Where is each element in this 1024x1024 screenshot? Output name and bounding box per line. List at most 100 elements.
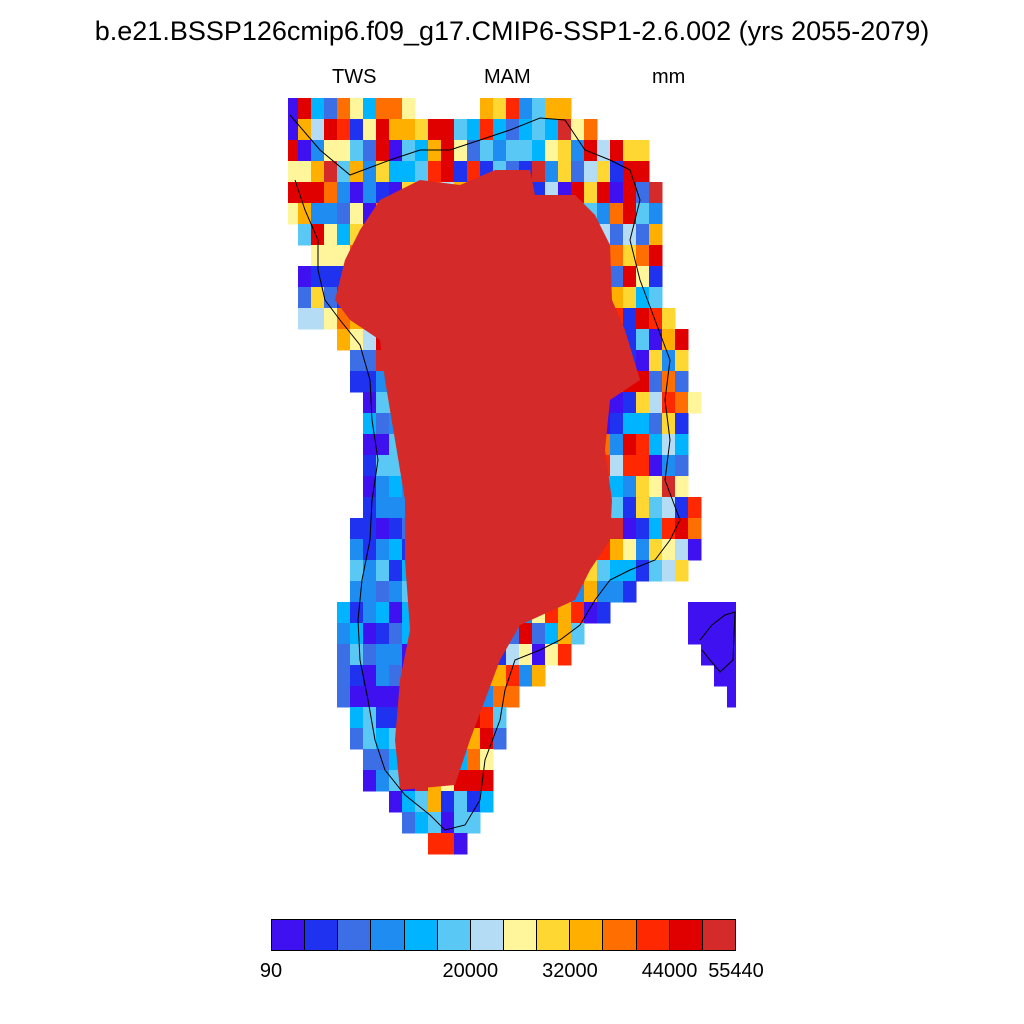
grid-cell (454, 140, 468, 162)
grid-cell (376, 749, 390, 771)
grid-cell (584, 119, 598, 141)
grid-cell (311, 140, 325, 162)
grid-cell (389, 497, 403, 519)
grid-cell (363, 644, 377, 666)
grid-cell (428, 119, 442, 141)
grid-cell (389, 539, 403, 561)
grid-cell (636, 413, 650, 435)
grid-cell (350, 518, 364, 540)
grid-cell (493, 728, 507, 750)
grid-cell (350, 560, 364, 582)
grid-cell (584, 581, 598, 603)
grid-cell (441, 812, 455, 834)
colorbar (271, 919, 736, 951)
grid-cell (649, 413, 663, 435)
grid-cell (493, 707, 507, 729)
grid-cell (311, 287, 325, 309)
grid-cell (506, 644, 520, 666)
grid-cell (363, 119, 377, 141)
grid-cell (389, 791, 403, 813)
grid-cell (623, 245, 637, 267)
grid-cell (610, 476, 624, 498)
grid-cell (610, 245, 624, 267)
grid-cell (467, 140, 481, 162)
grid-cell (311, 224, 325, 246)
grid-cell (558, 98, 572, 120)
grid-cell (636, 497, 650, 519)
grid-cell (519, 644, 533, 666)
grid-cell (298, 308, 312, 330)
grid-cell (675, 518, 689, 540)
grid-cell (324, 224, 338, 246)
grid-cell (727, 644, 736, 666)
grid-cell (649, 518, 663, 540)
grid-cell (623, 518, 637, 540)
grid-cell (311, 98, 325, 120)
colorbar-box (470, 920, 504, 950)
grid-cell (402, 791, 416, 813)
grid-cell (376, 518, 390, 540)
grid-cell (389, 560, 403, 582)
grid-cell (623, 497, 637, 519)
grid-cell (597, 581, 611, 603)
grid-cell (363, 770, 377, 792)
grid-cell (558, 644, 572, 666)
grid-cell (428, 140, 442, 162)
grid-cell (649, 287, 663, 309)
grid-cell (649, 497, 663, 519)
grid-cell (532, 161, 546, 183)
grid-cell (376, 119, 390, 141)
grid-cell (662, 329, 676, 351)
grid-cell (337, 98, 351, 120)
grid-cell (597, 182, 611, 204)
grid-cell (350, 203, 364, 225)
grid-cell (350, 686, 364, 708)
grid-cell (610, 287, 624, 309)
grid-cell (376, 707, 390, 729)
grid-cell (610, 203, 624, 225)
grid-cell (597, 203, 611, 225)
grid-cell (662, 371, 676, 393)
grid-cell (363, 686, 377, 708)
grid-cell (649, 455, 663, 477)
grid-cell (519, 98, 533, 120)
grid-cell (376, 602, 390, 624)
grid-cell (288, 98, 299, 120)
grid-cell (311, 119, 325, 141)
grid-cell (714, 665, 728, 687)
grid-cell (324, 266, 338, 288)
grid-cell (545, 98, 559, 120)
grid-cell (623, 392, 637, 414)
grid-cell (610, 182, 624, 204)
grid-cell (454, 119, 468, 141)
grid-cell (701, 644, 715, 666)
grid-cell (610, 497, 624, 519)
grid-cell (506, 98, 520, 120)
grid-cell (480, 791, 494, 813)
grid-cell (467, 770, 481, 792)
grid-cell (311, 203, 325, 225)
grid-cell (649, 308, 663, 330)
grid-cell (363, 749, 377, 771)
grid-cell (636, 371, 650, 393)
grid-cell (506, 665, 520, 687)
grid-cell (288, 119, 299, 141)
grid-cell (636, 329, 650, 351)
grid-cell (649, 392, 663, 414)
grid-cell (454, 833, 468, 855)
grid-cell (389, 518, 403, 540)
grid-cell (337, 602, 351, 624)
grid-cell (480, 98, 494, 120)
grid-cell (363, 392, 377, 414)
grid-cell (636, 560, 650, 582)
grid-cell (389, 665, 403, 687)
grid-cell (350, 119, 364, 141)
grid-cell (636, 161, 650, 183)
grid-cell (558, 602, 572, 624)
grid-cell (584, 140, 598, 162)
grid-cell (454, 161, 468, 183)
grid-cell (675, 392, 689, 414)
grid-cell (454, 791, 468, 813)
grid-cell (363, 182, 377, 204)
grid-cell (532, 98, 546, 120)
